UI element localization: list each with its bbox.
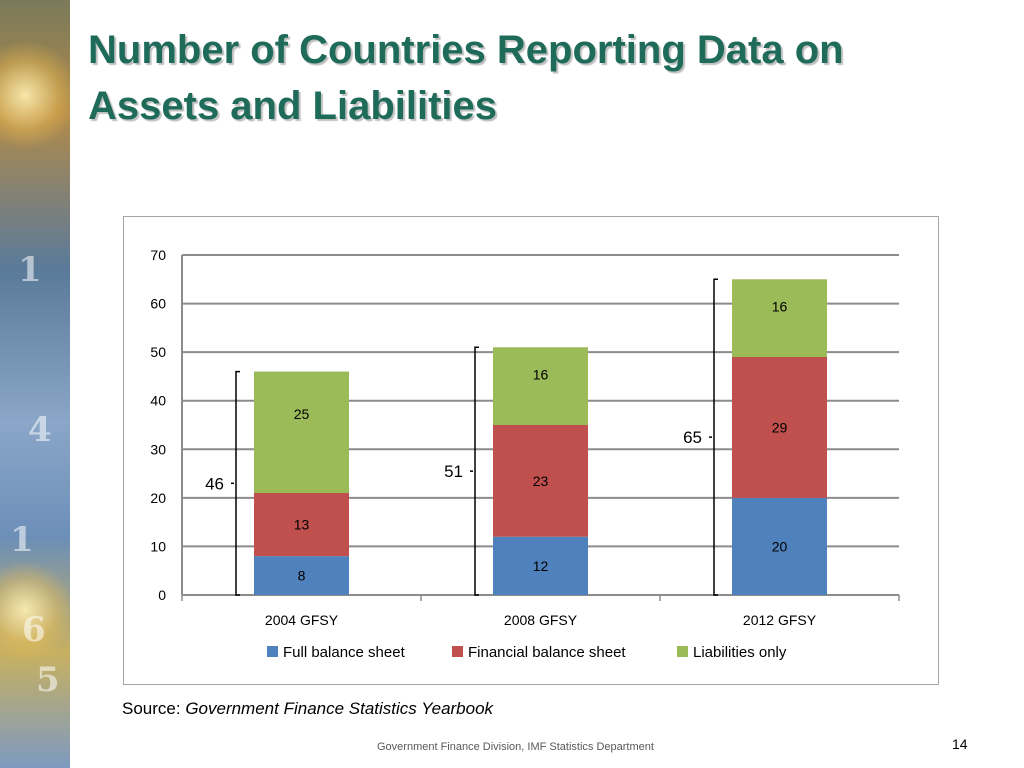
decor-glow-bottom bbox=[0, 560, 70, 660]
slide-title-line2: Assets and Liabilities bbox=[88, 84, 498, 128]
bar-segment bbox=[493, 425, 588, 537]
x-tick-label: 2008 GFSY bbox=[504, 612, 578, 628]
bar-segment bbox=[732, 357, 827, 498]
bar-segment bbox=[254, 493, 349, 557]
data-label: 29 bbox=[772, 419, 788, 435]
y-tick-label: 0 bbox=[158, 587, 166, 603]
y-tick-label: 40 bbox=[150, 393, 166, 409]
chart-frame: 0 10 20 30 40 50 60 70 8 13 25 2004 GFSY 46 12 23 16 200… bbox=[123, 216, 939, 685]
page-number: 14 bbox=[952, 736, 968, 752]
decor-digit: 6 bbox=[22, 610, 46, 650]
total-label: 65 bbox=[683, 428, 702, 447]
total-bracket bbox=[474, 346, 479, 596]
decorative-side-strip: 1 4 1 6 5 bbox=[0, 0, 70, 768]
data-label: 25 bbox=[294, 406, 310, 422]
total-label: 51 bbox=[444, 462, 463, 481]
y-tick-label: 30 bbox=[150, 441, 166, 457]
source-note: Source: Government Finance Statistics Ye… bbox=[122, 699, 493, 719]
y-tick-label: 70 bbox=[150, 247, 166, 263]
decor-digit: 1 bbox=[10, 520, 34, 560]
bar-segment bbox=[254, 371, 349, 493]
bar-segment bbox=[493, 536, 588, 595]
total-bracket bbox=[235, 370, 240, 596]
legend-label: Financial balance sheet bbox=[468, 644, 626, 661]
decor-digit: 5 bbox=[36, 660, 60, 700]
y-tick-label: 10 bbox=[150, 538, 166, 554]
data-label: 20 bbox=[772, 538, 788, 554]
slide-title: Number of Countries Reporting Data on As… bbox=[88, 22, 988, 134]
bar-segment bbox=[732, 497, 827, 595]
total-label: 46 bbox=[205, 474, 224, 493]
bar-segment bbox=[732, 279, 827, 357]
bar-segment bbox=[254, 556, 349, 595]
bar-segment bbox=[493, 347, 588, 425]
y-tick-label: 60 bbox=[150, 296, 166, 312]
decor-digit: 1 bbox=[18, 250, 42, 290]
stacked-bar-chart: 0 10 20 30 40 50 60 70 8 13 25 2004 GFSY 46 12 23 16 200… bbox=[150, 247, 900, 661]
source-title: Government Finance Statistics Yearbook bbox=[185, 699, 494, 718]
data-label: 13 bbox=[294, 517, 310, 533]
footer-text: Government Finance Division, IMF Statist… bbox=[377, 741, 654, 753]
data-label: 23 bbox=[533, 473, 549, 489]
y-tick-label: 50 bbox=[150, 344, 166, 360]
legend-label: Liabilities only bbox=[693, 644, 787, 661]
data-label: 16 bbox=[772, 298, 788, 314]
slide-title-line1: Number of Countries Reporting Data on bbox=[88, 28, 844, 72]
legend-swatch bbox=[267, 646, 278, 657]
legend-swatch bbox=[452, 646, 463, 657]
decor-digit: 4 bbox=[28, 410, 52, 450]
legend-label: Full balance sheet bbox=[283, 644, 406, 661]
data-label: 12 bbox=[533, 558, 549, 574]
x-tick-label: 2004 GFSY bbox=[265, 612, 339, 628]
x-tick-label: 2012 GFSY bbox=[743, 612, 817, 628]
decor-glow-top bbox=[0, 40, 70, 150]
data-label: 16 bbox=[533, 366, 549, 382]
source-prefix: Source: bbox=[122, 699, 186, 718]
data-label: 8 bbox=[298, 568, 306, 584]
y-tick-label: 20 bbox=[150, 490, 166, 506]
legend-swatch bbox=[677, 646, 688, 657]
total-bracket bbox=[713, 278, 718, 596]
